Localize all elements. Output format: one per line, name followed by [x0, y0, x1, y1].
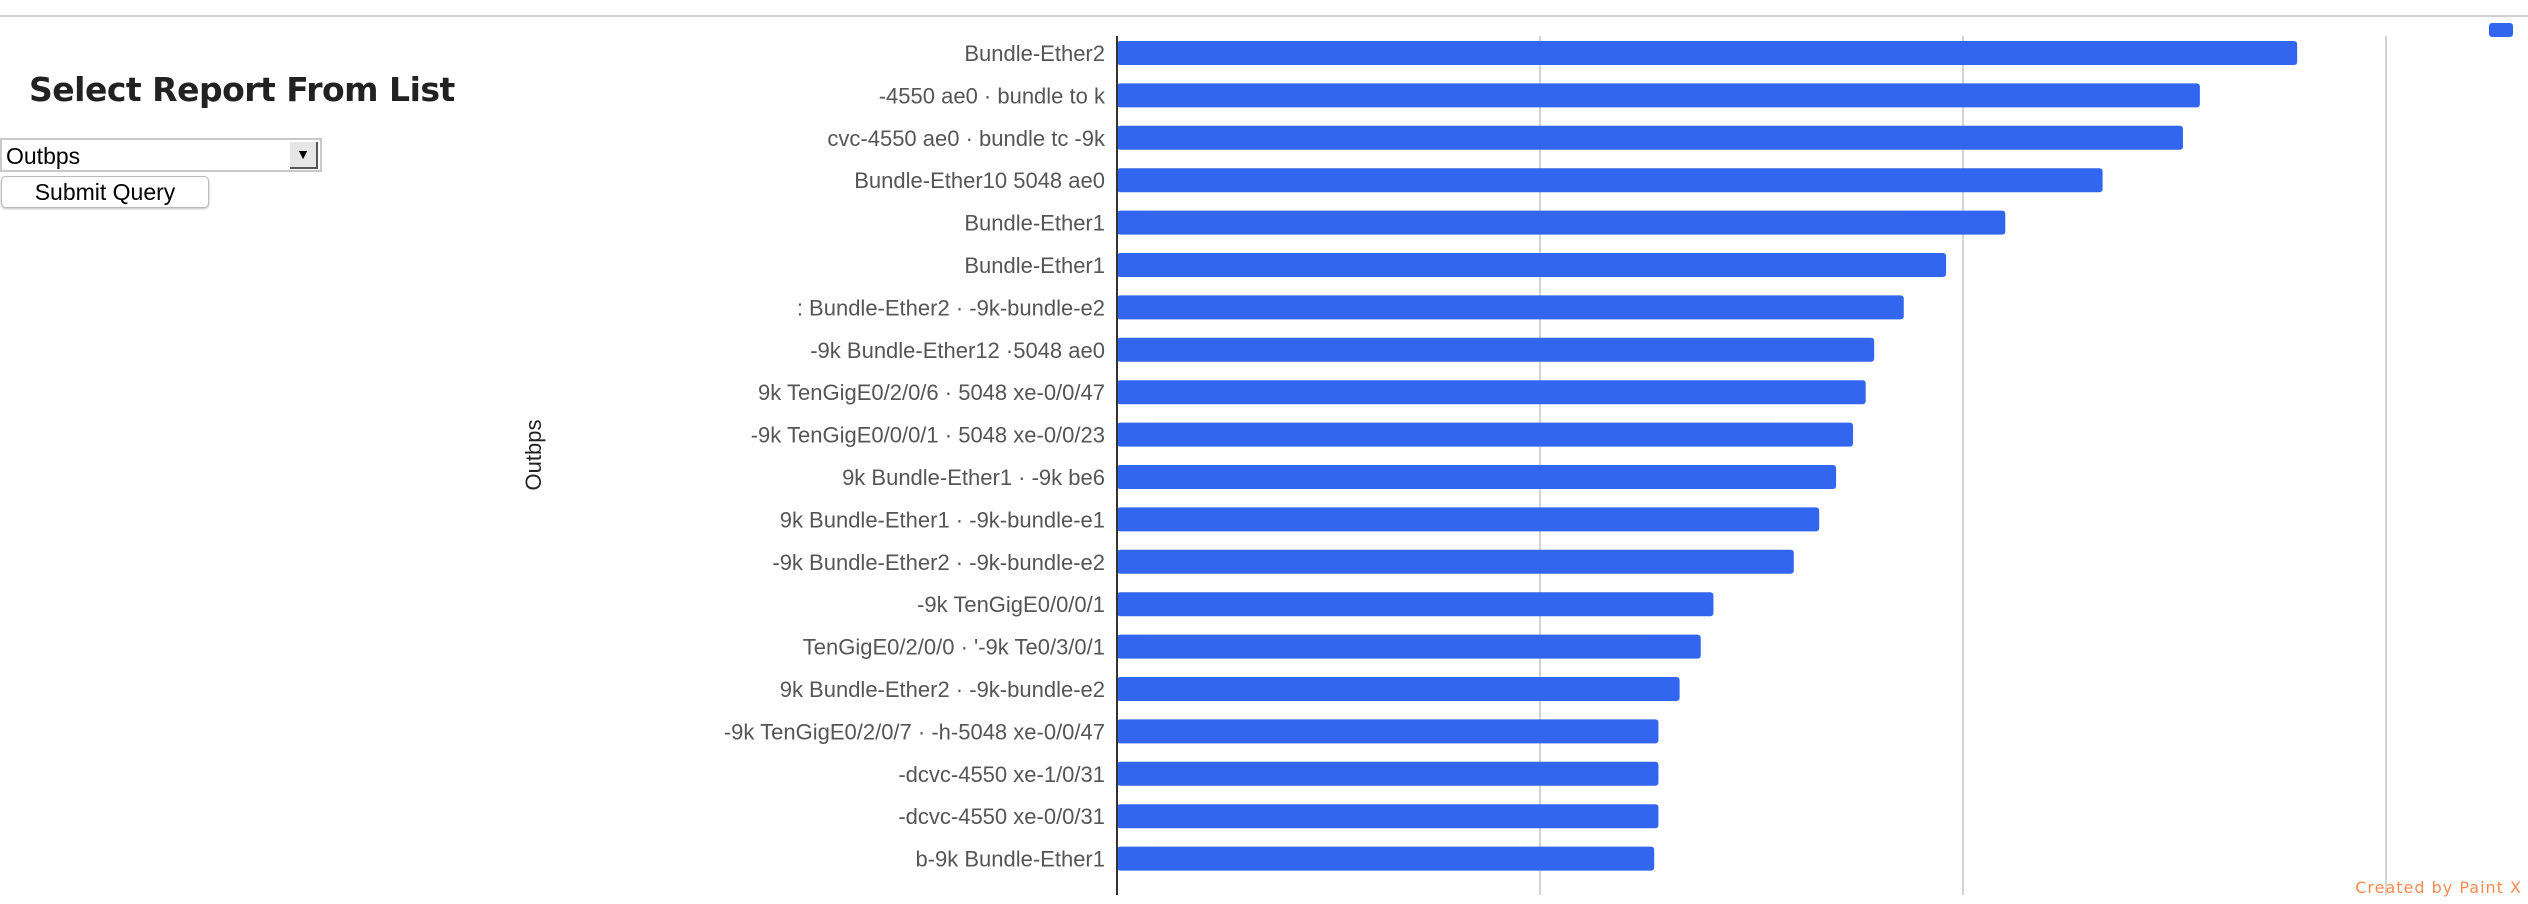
- category-label: Bundle-Ether2: [964, 41, 1105, 66]
- category-label: -dcvc-4550 xe-1/0/31: [898, 762, 1105, 787]
- category-label: b-9k Bundle-Ether1: [915, 847, 1105, 872]
- bar: [1117, 125, 2183, 150]
- category-label: -dcvc-4550 xe-0/0/31: [898, 804, 1105, 829]
- page-title: Select Report From List: [29, 70, 455, 109]
- category-label: -9k TenGigE0/0/0/1: [917, 592, 1105, 617]
- credit-text: Created by Paint X: [2355, 878, 2522, 897]
- category-label: : Bundle-Ether2 · -9k-bundle-e2: [797, 295, 1105, 320]
- submit-query-button[interactable]: Submit Query: [1, 176, 209, 208]
- bar: [1117, 422, 1854, 447]
- report-select-value: Outbps: [6, 143, 81, 169]
- category-label: -9k Bundle-Ether2 · -9k-bundle-e2: [772, 550, 1105, 575]
- bar: [1117, 507, 1820, 532]
- category-label: Bundle-Ether10 5048 ae0: [854, 168, 1105, 193]
- legend-swatch: [2489, 23, 2513, 37]
- category-label: 9k Bundle-Ether1 · -9k be6: [842, 465, 1105, 490]
- bar: [1117, 253, 1947, 277]
- bar: [1117, 846, 1655, 871]
- category-label: -4550 ae0 · bundle to k: [879, 83, 1106, 108]
- bar: [1117, 549, 1794, 574]
- category-label: Bundle-Ether1: [964, 253, 1105, 278]
- category-label: Bundle-Ether1: [964, 211, 1105, 236]
- bar: [1117, 210, 2006, 235]
- bar: [1117, 634, 1701, 659]
- category-label: 9k Bundle-Ether1 · -9k-bundle-e1: [780, 507, 1105, 532]
- bar: [1117, 295, 1904, 320]
- bar: [1117, 337, 1875, 362]
- chevron-down-icon[interactable]: ▼: [290, 142, 318, 169]
- bar: [1117, 804, 1659, 829]
- bar: [1117, 719, 1659, 744]
- bar: [1117, 83, 2200, 108]
- bar: [1117, 592, 1714, 617]
- bar: [1117, 761, 1659, 786]
- top-divider: [0, 15, 2528, 17]
- category-label: -9k TenGigE0/2/0/7 · -h-5048 xe-0/0/47: [724, 719, 1105, 744]
- bar: [1117, 380, 1866, 405]
- category-label: 9k Bundle-Ether2 · -9k-bundle-e2: [780, 677, 1105, 702]
- report-select[interactable]: Outbps ▼: [0, 138, 322, 172]
- bar: [1117, 677, 1680, 701]
- category-label: -9k Bundle-Ether12 ·5048 ae0: [810, 338, 1105, 363]
- bar: [1117, 465, 1837, 489]
- category-label: cvc-4550 ae0 · bundle tc -9k: [827, 126, 1106, 151]
- bar: [1117, 41, 2298, 65]
- bar: [1117, 168, 2103, 193]
- category-label: TenGigE0/2/0/0 · '-9k Te0/3/0/1: [803, 635, 1105, 660]
- category-label: 9k TenGigE0/2/0/6 · 5048 xe-0/0/47: [758, 380, 1105, 405]
- category-label: -9k TenGigE0/0/0/1 · 5048 xe-0/0/23: [751, 423, 1105, 448]
